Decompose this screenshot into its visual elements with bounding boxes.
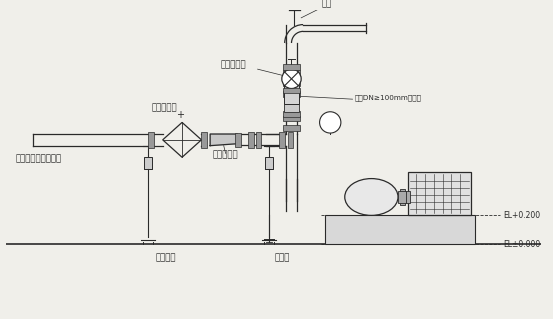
Text: 可调支架: 可调支架 — [155, 253, 176, 262]
Bar — [283, 80, 300, 85]
Text: 临时过滤器: 临时过滤器 — [152, 104, 178, 113]
Bar — [288, 132, 294, 148]
Bar — [148, 132, 154, 148]
Bar — [283, 92, 300, 97]
Polygon shape — [210, 134, 237, 146]
Text: 偏心异径管: 偏心异径管 — [213, 150, 238, 159]
Text: 泄液环放净: 泄液环放净 — [221, 60, 246, 69]
Text: 泵放净: 泵放净 — [274, 253, 290, 262]
Text: +: + — [176, 109, 184, 120]
Bar — [405, 191, 410, 203]
Text: EL±0.000: EL±0.000 — [504, 240, 541, 249]
Bar — [248, 132, 254, 148]
Bar — [144, 157, 152, 169]
Circle shape — [320, 112, 341, 133]
Text: 如果必要加可调支架: 如果必要加可调支架 — [15, 154, 61, 163]
Text: PI: PI — [326, 118, 334, 127]
Bar — [398, 191, 406, 203]
Bar — [265, 157, 273, 169]
Bar — [283, 70, 300, 76]
Bar — [283, 111, 300, 117]
Bar — [283, 115, 300, 122]
Text: 吊架: 吊架 — [321, 0, 331, 8]
Bar — [283, 125, 300, 131]
Bar — [284, 85, 299, 104]
Bar — [283, 64, 300, 70]
Bar — [283, 87, 300, 93]
Bar — [236, 133, 241, 147]
Bar — [255, 132, 262, 148]
Bar — [279, 132, 285, 148]
Bar — [201, 132, 207, 148]
Bar — [408, 172, 471, 215]
Circle shape — [282, 69, 301, 88]
Bar — [325, 215, 476, 244]
Ellipse shape — [345, 179, 398, 215]
Bar — [400, 189, 405, 205]
Text: 用于DN≥100mm止回阀: 用于DN≥100mm止回阀 — [354, 94, 421, 101]
Bar — [284, 104, 299, 112]
Text: EL+0.200: EL+0.200 — [504, 211, 541, 220]
